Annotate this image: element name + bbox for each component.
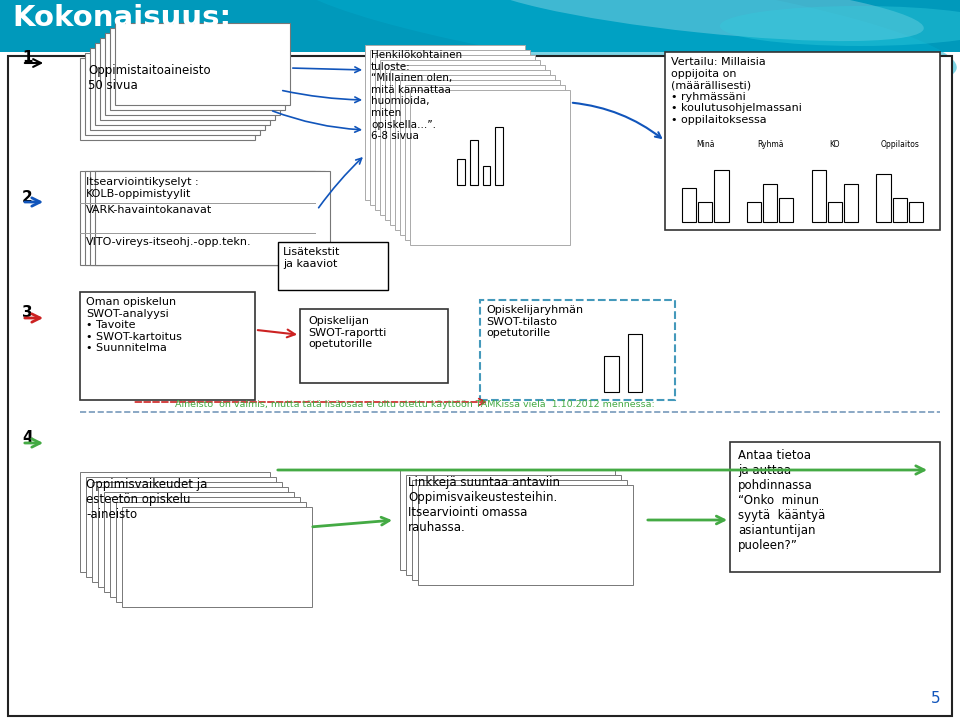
FancyBboxPatch shape: [80, 292, 255, 400]
FancyBboxPatch shape: [844, 184, 858, 222]
FancyBboxPatch shape: [763, 184, 778, 222]
Ellipse shape: [476, 0, 924, 41]
Bar: [0, 0, 960, 52]
Ellipse shape: [283, 0, 957, 88]
Text: Opiskelijan
SWOT-raportti
opetutorille: Opiskelijan SWOT-raportti opetutorille: [308, 316, 386, 349]
FancyBboxPatch shape: [80, 171, 315, 265]
FancyBboxPatch shape: [780, 197, 793, 222]
FancyBboxPatch shape: [110, 497, 300, 597]
FancyBboxPatch shape: [115, 23, 290, 105]
FancyBboxPatch shape: [116, 502, 306, 602]
Text: VITO-vireys-itseohj.-opp.tekn.: VITO-vireys-itseohj.-opp.tekn.: [86, 237, 252, 247]
Text: Lisätekstit
ja kaaviot: Lisätekstit ja kaaviot: [283, 247, 341, 269]
FancyBboxPatch shape: [85, 171, 320, 265]
FancyBboxPatch shape: [395, 75, 555, 230]
FancyBboxPatch shape: [410, 90, 570, 245]
FancyBboxPatch shape: [730, 442, 940, 572]
Text: Ryhmä: Ryhmä: [756, 140, 783, 149]
FancyBboxPatch shape: [470, 140, 478, 185]
Text: Oppilaitos: Oppilaitos: [880, 140, 919, 149]
FancyBboxPatch shape: [682, 188, 696, 222]
FancyBboxPatch shape: [385, 65, 545, 220]
Text: Itsearviointikyselyt :
KOLB-oppimistyylit: Itsearviointikyselyt : KOLB-oppimistyyli…: [86, 177, 199, 199]
FancyBboxPatch shape: [100, 38, 275, 120]
Text: 2: 2: [22, 190, 33, 205]
FancyBboxPatch shape: [480, 300, 675, 400]
Text: Kokonaisuus:: Kokonaisuus:: [12, 4, 231, 32]
FancyBboxPatch shape: [86, 477, 276, 577]
FancyBboxPatch shape: [95, 43, 270, 125]
Text: Oman opiskelun
SWOT-analyysi
• Tavoite
• SWOT-kartoitus
• Suunnitelma: Oman opiskelun SWOT-analyysi • Tavoite •…: [86, 297, 181, 354]
FancyBboxPatch shape: [418, 485, 633, 585]
Text: 5: 5: [930, 691, 940, 706]
FancyBboxPatch shape: [400, 80, 560, 235]
FancyBboxPatch shape: [698, 202, 712, 222]
Text: Opiskelijaryhmän
SWOT-tilasto
opetutorille: Opiskelijaryhmän SWOT-tilasto opetutoril…: [486, 305, 583, 338]
FancyBboxPatch shape: [90, 48, 265, 130]
Text: KO: KO: [829, 140, 840, 149]
FancyBboxPatch shape: [122, 507, 312, 607]
Text: Oppimisvaikeudet ja
esteetön opiskelu
-aineisto: Oppimisvaikeudet ja esteetön opiskelu -a…: [86, 478, 207, 521]
FancyBboxPatch shape: [95, 171, 330, 265]
FancyBboxPatch shape: [370, 50, 530, 205]
FancyBboxPatch shape: [811, 171, 826, 222]
FancyBboxPatch shape: [110, 28, 285, 110]
FancyBboxPatch shape: [412, 480, 627, 580]
Ellipse shape: [720, 6, 960, 46]
FancyBboxPatch shape: [747, 202, 761, 222]
Text: Antaa tietoa
ja auttaa
pohdinnassa
“Onko  minun
syytä  kääntyä
asiantuntijan
puo: Antaa tietoa ja auttaa pohdinnassa “Onko…: [738, 449, 826, 552]
FancyBboxPatch shape: [278, 242, 388, 290]
FancyBboxPatch shape: [104, 492, 294, 592]
FancyBboxPatch shape: [85, 53, 260, 135]
FancyBboxPatch shape: [495, 127, 503, 185]
FancyBboxPatch shape: [483, 166, 491, 185]
FancyBboxPatch shape: [390, 70, 550, 225]
FancyBboxPatch shape: [80, 472, 270, 572]
FancyBboxPatch shape: [909, 202, 923, 222]
Text: Aineisto  on valmis, mutta tätä lisäosaa ei oltu otettu käyttöön TAMKissa vielä : Aineisto on valmis, mutta tätä lisäosaa …: [175, 400, 655, 409]
FancyBboxPatch shape: [80, 58, 255, 140]
FancyBboxPatch shape: [714, 171, 729, 222]
FancyBboxPatch shape: [98, 487, 288, 587]
FancyBboxPatch shape: [405, 85, 565, 240]
FancyBboxPatch shape: [92, 482, 282, 582]
FancyBboxPatch shape: [406, 475, 621, 575]
FancyBboxPatch shape: [605, 356, 619, 392]
Text: 1: 1: [22, 50, 33, 65]
FancyBboxPatch shape: [105, 33, 280, 115]
FancyBboxPatch shape: [457, 159, 466, 185]
Text: Linkkejä suuntaa antaviin
Oppimisvaikeustesteihin.
Itsearviointi omassa
rauhassa: Linkkejä suuntaa antaviin Oppimisvaikeus…: [408, 476, 560, 534]
Text: Oppimistaitoaineisto
50 sivua: Oppimistaitoaineisto 50 sivua: [88, 64, 210, 92]
Text: Henkilökohtainen
tuloste:
“Millainen olen,
mitä kannattaa
huomioida,
miten
opisk: Henkilökohtainen tuloste: “Millainen ole…: [371, 50, 462, 141]
FancyBboxPatch shape: [876, 174, 891, 222]
FancyBboxPatch shape: [380, 60, 540, 215]
Text: 3: 3: [22, 305, 33, 320]
FancyBboxPatch shape: [375, 55, 535, 210]
Text: Vertailu: Millaisia
oppijoita on
(määrällisesti)
• ryhmässäni
• koulutusohjelmas: Vertailu: Millaisia oppijoita on (määräl…: [671, 57, 802, 125]
FancyBboxPatch shape: [8, 56, 952, 716]
FancyBboxPatch shape: [365, 45, 525, 200]
FancyBboxPatch shape: [665, 52, 940, 230]
FancyBboxPatch shape: [300, 309, 448, 383]
FancyBboxPatch shape: [90, 171, 325, 265]
FancyBboxPatch shape: [893, 197, 907, 222]
FancyBboxPatch shape: [828, 202, 842, 222]
Text: 4: 4: [22, 430, 33, 445]
Text: VARK-havaintokanavat: VARK-havaintokanavat: [86, 205, 212, 215]
FancyBboxPatch shape: [400, 470, 615, 570]
Text: Minä: Minä: [696, 140, 714, 149]
FancyBboxPatch shape: [628, 334, 642, 392]
